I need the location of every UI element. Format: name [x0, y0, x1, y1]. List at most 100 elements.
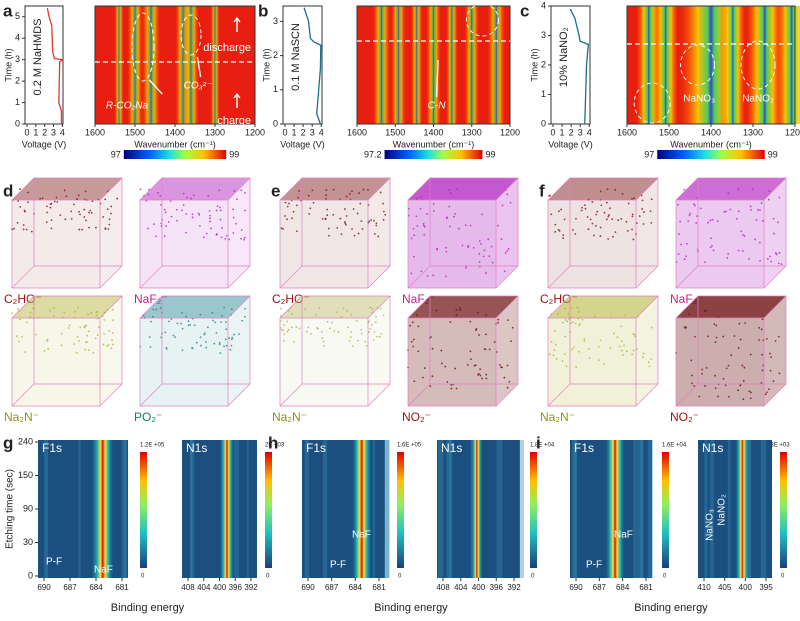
voltage-curve [303, 7, 322, 125]
cube-top [676, 178, 786, 200]
cube-dot [455, 314, 458, 317]
cube-dot [633, 197, 635, 200]
cube-dot [448, 189, 451, 192]
x-tick-label: 392 [507, 583, 521, 592]
cube-dot [583, 337, 586, 340]
cube-dot [295, 326, 298, 329]
cube-dot [423, 367, 426, 370]
cube-dot [20, 336, 23, 338]
cube-dot [777, 335, 780, 338]
cube [139, 295, 251, 407]
cube-dot [621, 192, 624, 195]
cube-dot [174, 336, 177, 339]
cube-edges [407, 177, 519, 289]
cube-dot [348, 339, 351, 342]
cube-dot [683, 188, 685, 191]
cube-dot [497, 224, 499, 227]
cube-dot [70, 210, 73, 213]
cube-dot [85, 219, 87, 222]
cube-dot [359, 202, 362, 205]
cube-dot [641, 356, 644, 359]
cube-dot [88, 211, 90, 214]
cube-dot [507, 319, 509, 322]
cube-dot [371, 324, 373, 326]
cube-dot [506, 250, 508, 252]
cube-dot [230, 338, 233, 341]
x-tick-label: 687 [325, 583, 339, 592]
heatmap-bg [302, 440, 385, 578]
colorbar-max: 2E +03 [265, 443, 285, 449]
species-label: NaF₂⁻ [134, 292, 168, 306]
cube-dot [103, 318, 106, 321]
cube-dot [348, 192, 351, 195]
cube-dot [219, 352, 222, 355]
heatmap-band [445, 6, 458, 124]
cube-dot [336, 227, 339, 229]
cube-dot [321, 337, 324, 340]
cube-dot [155, 308, 158, 311]
cube-dot [473, 364, 476, 367]
cube-dot [506, 386, 509, 389]
cube-dot [22, 228, 25, 231]
cube-dot [738, 322, 741, 325]
voltage-curve [46, 8, 64, 124]
colorbar-min: 0 [141, 574, 145, 580]
cube-dot [561, 321, 564, 324]
cube-dot [203, 333, 206, 336]
cube-dot [373, 219, 375, 222]
heatmap-streak [78, 440, 81, 578]
cube-dot [483, 249, 486, 252]
species-label: C₂HO⁻ [4, 292, 42, 306]
cube-dot [485, 373, 488, 376]
cube-dot [106, 345, 108, 347]
cube-dot [235, 222, 237, 225]
cube-dot [78, 210, 80, 213]
cube-dot [232, 208, 235, 211]
sample-label: 0.1 M NaSCN [290, 23, 302, 91]
heatmap-streak [496, 440, 503, 578]
heatmap-streak [304, 440, 310, 578]
cube-dot [478, 261, 481, 263]
cube-dot [472, 246, 475, 249]
annotation: NaF [352, 530, 371, 541]
cube-dot [630, 198, 633, 200]
cube-dot [561, 360, 564, 362]
x-axis-label: Voltage (V) [280, 139, 325, 149]
x-tick-label: 1 [33, 127, 38, 137]
cube-dot [180, 322, 183, 325]
species-label: NO₂⁻ [402, 410, 431, 424]
cube-dot [711, 244, 713, 247]
x-tick-label: 410 [697, 583, 711, 592]
cube-dot [326, 320, 329, 323]
cube-dot [605, 201, 608, 204]
cube-dot [160, 336, 163, 339]
voltage-frame [24, 5, 64, 125]
annotation: discharge [203, 42, 251, 54]
x-tick-label: 690 [569, 583, 583, 592]
cube-dot [631, 353, 634, 356]
cube-dot [769, 352, 771, 355]
cube-dot [111, 339, 113, 342]
cube-dot [760, 328, 763, 331]
cube-dot [321, 217, 324, 220]
cube-dot [739, 384, 742, 387]
cube-dot [167, 221, 170, 223]
cube-dot [416, 314, 418, 316]
cube-dot [722, 335, 725, 338]
cube-dot [444, 275, 447, 278]
cube-dot [611, 218, 614, 221]
heatmap-peak [604, 440, 626, 578]
arrow [233, 92, 241, 108]
x-tick-label: 687 [63, 583, 77, 592]
cube-dot [594, 224, 597, 227]
cube-dot [723, 210, 726, 213]
x-tick-label: 1 [292, 127, 297, 137]
cube-top [12, 296, 122, 318]
heatmap-streak [571, 440, 578, 578]
cube-dot [431, 375, 434, 378]
cube-dot [725, 210, 727, 213]
y-tick-label: 4 [541, 0, 546, 10]
species-label: PO₂⁻ [134, 410, 162, 424]
cube-dot [361, 228, 364, 230]
x-tick-label: 400 [739, 583, 753, 592]
